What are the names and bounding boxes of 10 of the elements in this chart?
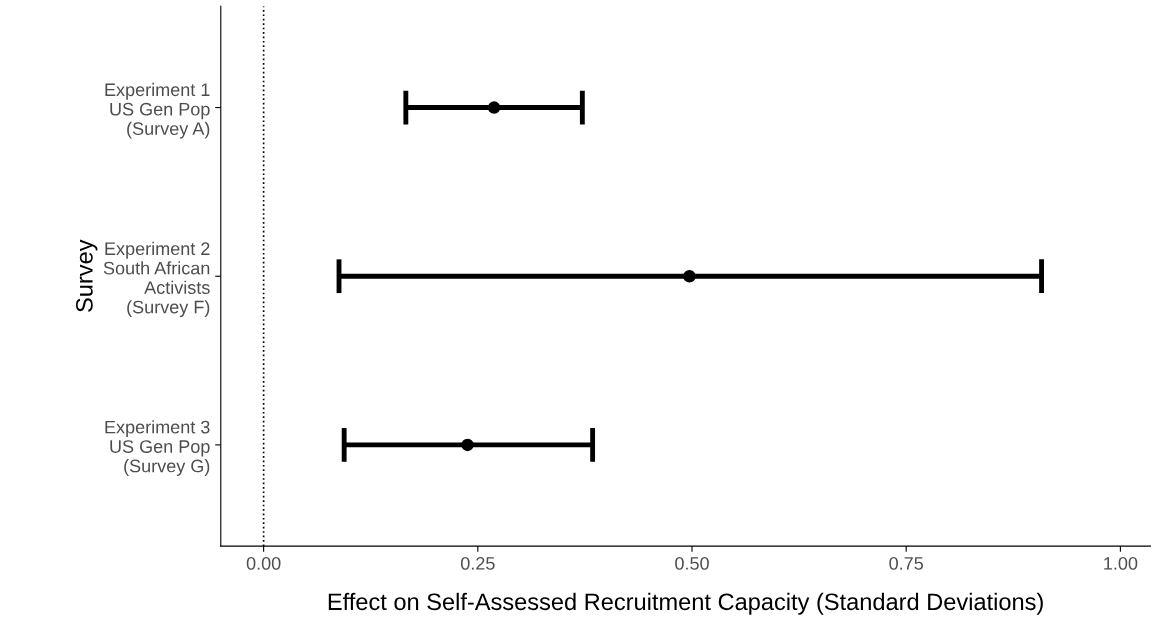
x-tick-label: 0.50 bbox=[675, 556, 709, 570]
x-axis-title: Effect on Self-Assessed Recruitment Capacity (Standard Deviations) bbox=[328, 592, 1043, 615]
x-tick-label: 1.00 bbox=[1104, 556, 1138, 570]
x-tick-label: 0.25 bbox=[460, 556, 495, 570]
y-axis-title: Survey bbox=[76, 239, 98, 312]
y-tick-label: Experiment 3 US Gen Pop (Survey G) bbox=[105, 420, 210, 476]
x-tick-label: 0.00 bbox=[246, 556, 281, 570]
x-tick-label: 0.75 bbox=[889, 556, 924, 570]
y-tick-label: Experiment 1 US Gen Pop (Survey A) bbox=[105, 82, 210, 139]
y-tick-label: Experiment 2 South African Activists (Survey F) bbox=[103, 241, 210, 317]
